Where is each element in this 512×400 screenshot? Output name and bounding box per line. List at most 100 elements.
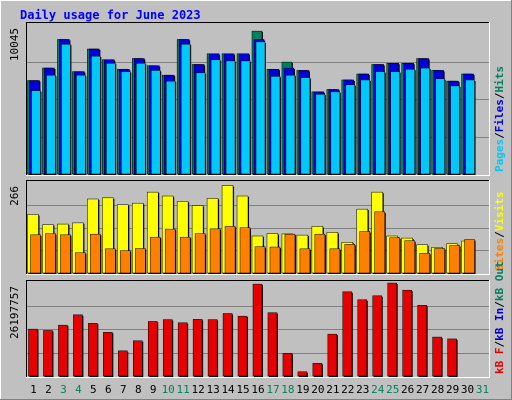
visits-bar-sites (90, 233, 101, 274)
visits-bar-sites (45, 233, 56, 274)
kbytes-bar-kb-f (447, 338, 457, 377)
visits-bar-sites (404, 240, 415, 274)
visits-ytick-label: 266 (8, 186, 21, 206)
kbytes-bar-kb-f (162, 319, 173, 377)
requests-bar-pages (165, 80, 176, 175)
day-label: 27 (416, 383, 429, 396)
requests-bar-pages (121, 71, 131, 175)
visits-bar-sites (30, 234, 41, 274)
requests-bar-pages (91, 55, 101, 175)
kbytes-bar-kb-f (297, 371, 308, 377)
visits-bar-sites (419, 253, 430, 274)
visits-bar-sites (224, 226, 236, 274)
legend-item: Hits (493, 66, 506, 93)
chart-title: Daily usage for June 2023 (20, 8, 201, 22)
kbytes-bar-kb-f (372, 295, 382, 377)
day-label: 9 (150, 383, 157, 396)
visits-bar-sites (239, 227, 251, 274)
requests-bar-pages (136, 63, 146, 175)
requests-bar-pages (31, 90, 41, 175)
kbytes-bar-kb-f (58, 324, 68, 377)
kbytes-bar-kb-f (312, 363, 323, 377)
kbytes-legend: kB F/kB In/kB Out (493, 261, 506, 374)
visits-bar-sites (269, 246, 281, 274)
day-label: 4 (75, 383, 82, 396)
requests-bar-pages (345, 84, 356, 175)
day-label: 10 (162, 383, 175, 396)
requests-bar-pages (465, 79, 475, 175)
legend-item: kB F (493, 348, 506, 375)
requests-bar-pages (210, 59, 221, 175)
day-label: 18 (281, 383, 294, 396)
day-label: 6 (105, 383, 112, 396)
kbytes-bar-kb-f (327, 333, 338, 377)
day-label: 23 (356, 383, 369, 396)
visits-bar-sites (194, 233, 206, 274)
legend-item: Files (493, 99, 506, 132)
kbytes-bar-kb-f (252, 283, 263, 377)
visits-bar-sites (299, 248, 311, 274)
visits-bar-sites (120, 250, 131, 274)
requests-bar-pages (106, 63, 116, 175)
visits-bar-sites (434, 248, 445, 274)
kbytes-bar-kb-f (432, 336, 442, 377)
kbytes-bar-kb-f (402, 289, 412, 377)
requests-bar-pages (46, 74, 56, 175)
visits-bar-sites (60, 234, 71, 274)
requests-ytick-label: 10045 (8, 28, 21, 61)
day-label: 12 (192, 383, 205, 396)
legend-item: Pages (493, 139, 506, 172)
kbytes-bar-kb-f (267, 312, 278, 377)
kbytes-bar-kb-f (282, 352, 293, 377)
kbytes-bar-kb-f (237, 315, 248, 377)
day-label: 17 (266, 383, 279, 396)
visits-bar-sites (209, 228, 221, 274)
day-label: 11 (177, 383, 190, 396)
day-label: 24 (371, 383, 385, 396)
day-label: 31 (476, 383, 489, 396)
day-label: 22 (341, 383, 354, 396)
kbytes-bar-kb-f (207, 319, 218, 377)
kbytes-bar-kb-f (222, 313, 233, 377)
legend-item: kB Out (493, 261, 506, 301)
day-label: 1 (30, 383, 37, 396)
legend-item: Visits (493, 192, 506, 232)
kbytes-bar-kb-f (133, 340, 143, 377)
visits-bar-sites (284, 233, 296, 274)
day-label: 2 (45, 383, 52, 396)
requests-bar-pages (180, 43, 191, 175)
day-label: 15 (236, 383, 249, 396)
visits-legend: Sites/Visits (493, 192, 506, 272)
day-label: 21 (326, 383, 339, 396)
legend-separator: / (493, 92, 506, 99)
requests-bar-pages (420, 67, 430, 175)
day-label: 16 (251, 383, 264, 396)
kbytes-bar-kb-f (28, 328, 38, 377)
day-label: 7 (120, 383, 127, 396)
requests-bar-pages (405, 68, 415, 175)
day-label: 3 (60, 383, 67, 396)
visits-bar-sites (374, 211, 385, 274)
requests-bar-pages (76, 74, 86, 175)
requests-bar-pages (285, 74, 296, 175)
day-label: 5 (90, 383, 97, 396)
visits-bar-sites (359, 231, 371, 274)
legend-separator: / (493, 231, 506, 238)
requests-bar-pages (390, 71, 400, 175)
visits-bar-sites (344, 244, 356, 274)
kbytes-bar-kb-f (342, 291, 353, 377)
requests-bar-pages (255, 41, 266, 175)
visits-bar-sites (179, 236, 191, 274)
visits-bar-sites (75, 252, 86, 274)
visits-bar-sites (149, 236, 161, 274)
day-label: 29 (446, 383, 459, 396)
kbytes-bar-kb-f (177, 322, 188, 377)
kbytes-bar-kb-f (88, 323, 98, 377)
requests-bar-pages (270, 76, 281, 175)
legend-item: Sites (493, 238, 506, 271)
legend-item: kB In (493, 308, 506, 341)
requests-bar-pages (450, 85, 460, 175)
visits-bar-sites (449, 245, 460, 274)
